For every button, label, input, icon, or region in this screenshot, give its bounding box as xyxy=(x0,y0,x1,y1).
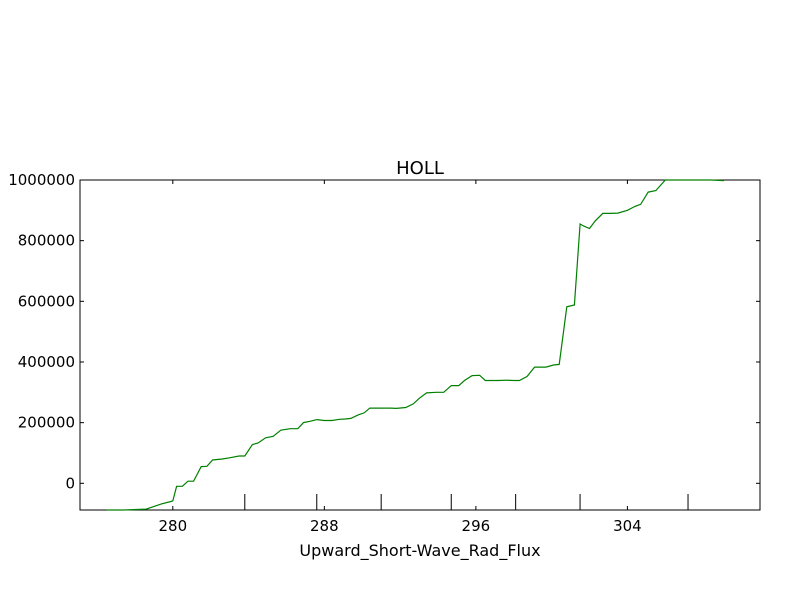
extra-ticks xyxy=(244,494,689,510)
x-tick-label: 304 xyxy=(613,517,642,535)
y-tick-label: 1000000 xyxy=(8,171,75,189)
x-tick-label: 280 xyxy=(158,517,187,535)
plot-frame xyxy=(79,179,761,511)
y-tick-label: 400000 xyxy=(18,353,75,371)
series-line xyxy=(106,179,725,511)
y-tick-label: 600000 xyxy=(18,292,75,310)
y-axis: 0 200000 400000 600000 800000 1000000 xyxy=(8,171,760,492)
y-tick-label: 800000 xyxy=(18,232,75,250)
x-tick-label: 296 xyxy=(462,517,491,535)
chart-title: HOLL xyxy=(396,158,444,179)
x-axis: 280 288 296 304 xyxy=(158,180,642,535)
x-axis-label: Upward_Short-Wave_Rad_Flux xyxy=(299,541,540,561)
y-tick-label: 200000 xyxy=(18,414,75,432)
x-tick-label: 288 xyxy=(310,517,339,535)
y-tick-label: 0 xyxy=(65,474,75,492)
